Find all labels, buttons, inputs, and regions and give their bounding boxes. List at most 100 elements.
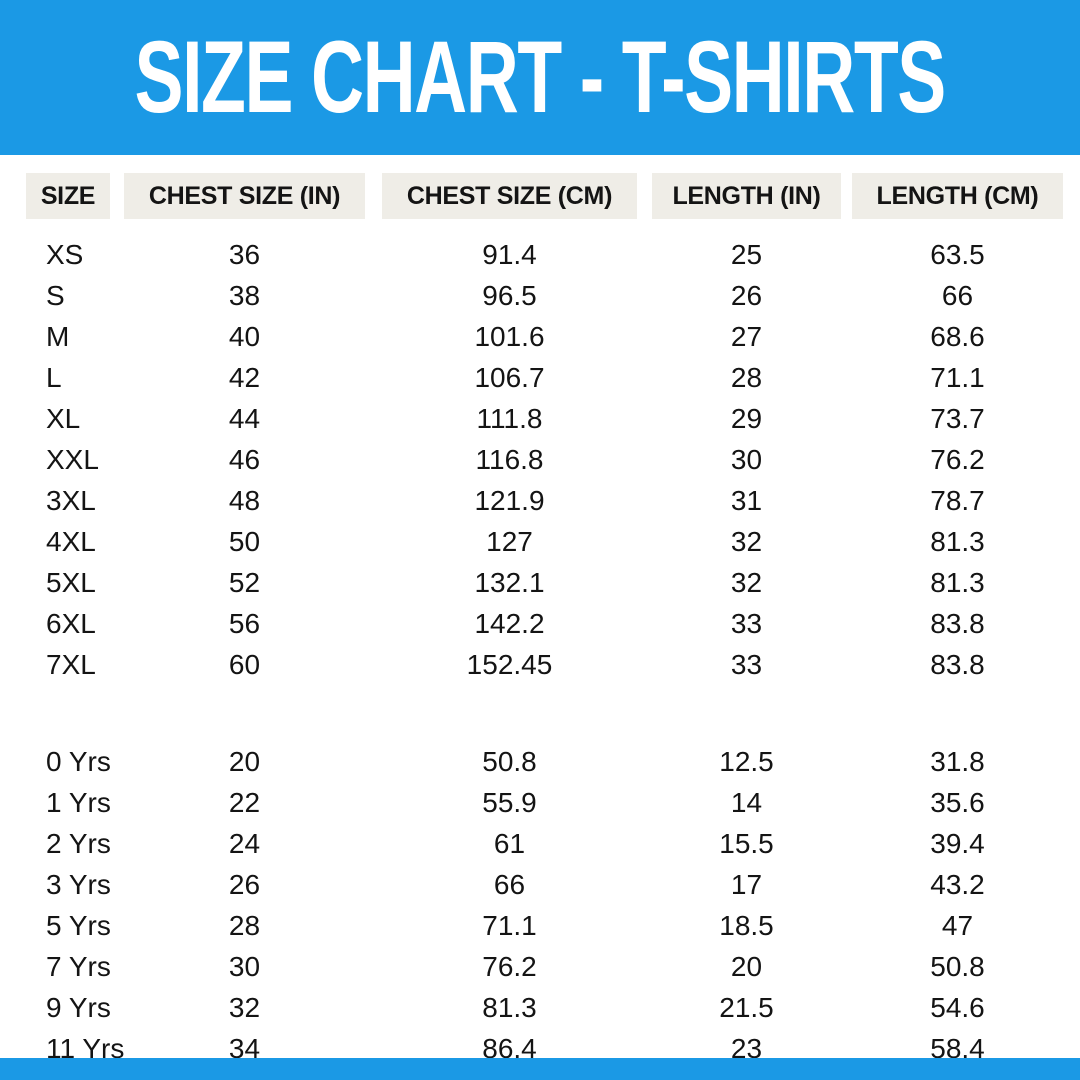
chest-size-cm-cell: 50.8	[482, 746, 537, 777]
length-cm-cell: 63.5	[930, 239, 985, 270]
kids-sizes-section: 0 Yrs 20 50.8 12.5 31.8 1 Yrs 22 55.9 14…	[26, 741, 1063, 1069]
table-row: XXL 46 116.8 30 76.2	[26, 439, 1063, 480]
length-cm-cell: 47	[941, 910, 974, 941]
chest-size-cm-cell: 152.45	[466, 649, 553, 680]
chest-size-cm-cell: 106.7	[474, 362, 545, 393]
length-cm-cell: 81.3	[930, 567, 985, 598]
length-cm-cell: 73.7	[930, 403, 985, 434]
table-row: 5 Yrs 28 71.1 18.5 47	[26, 905, 1063, 946]
length-in-cell: 12.5	[719, 746, 774, 777]
size-cell: 5XL	[46, 567, 96, 598]
length-cm-cell: 81.3	[930, 526, 985, 557]
length-cm-cell: 31.8	[930, 746, 985, 777]
chest-size-in-cell: 28	[228, 910, 261, 941]
length-in-cell: 18.5	[719, 910, 774, 941]
chest-size-in-cell: 40	[228, 321, 261, 352]
size-cell: 3XL	[46, 485, 96, 516]
chest-size-cm-cell: 91.4	[482, 239, 537, 270]
chest-size-in-cell: 50	[228, 526, 261, 557]
chest-size-cm-cell: 66	[493, 869, 526, 900]
length-cm-cell: 39.4	[930, 828, 985, 859]
length-in-cell: 26	[730, 280, 763, 311]
chest-size-cm-cell: 127	[486, 526, 533, 557]
length-in-cell: 29	[730, 403, 763, 434]
table-row: 9 Yrs 32 81.3 21.5 54.6	[26, 987, 1063, 1028]
table-row: 0 Yrs 20 50.8 12.5 31.8	[26, 741, 1063, 782]
table-row: 7 Yrs 30 76.2 20 50.8	[26, 946, 1063, 987]
chest-size-in-cell: 56	[228, 608, 261, 639]
size-cell: 9 Yrs	[46, 992, 111, 1023]
length-in-cell: 30	[730, 444, 763, 475]
table-row: 2 Yrs 24 61 15.5 39.4	[26, 823, 1063, 864]
size-cell: S	[46, 280, 65, 311]
length-in-cell: 21.5	[719, 992, 774, 1023]
size-cell: XL	[46, 403, 81, 434]
chest-size-in-cell: 20	[228, 746, 261, 777]
chest-size-cm-cell: 132.1	[474, 567, 545, 598]
chest-size-in-cell: 42	[228, 362, 261, 393]
size-cell: 2 Yrs	[46, 828, 111, 859]
length-in-cell: 32	[730, 567, 763, 598]
column-header-chest-in: CHEST SIZE (IN)	[124, 173, 365, 219]
table-row: XL 44 111.8 29 73.7	[26, 398, 1063, 439]
chest-size-in-cell: 46	[228, 444, 261, 475]
size-cell: L	[46, 362, 62, 393]
length-cm-cell: 35.6	[930, 787, 985, 818]
size-cell: 5 Yrs	[46, 910, 111, 941]
length-in-cell: 27	[730, 321, 763, 352]
size-cell: 7XL	[46, 649, 96, 680]
table-row: L 42 106.7 28 71.1	[26, 357, 1063, 398]
column-header-length-in: LENGTH (IN)	[652, 173, 841, 219]
chest-size-in-cell: 22	[228, 787, 261, 818]
chest-size-in-cell: 52	[228, 567, 261, 598]
section-divider	[26, 685, 1063, 726]
chest-size-cm-cell: 142.2	[474, 608, 545, 639]
size-cell: XXL	[46, 444, 99, 475]
length-cm-cell: 68.6	[930, 321, 985, 352]
chest-size-cm-cell: 116.8	[475, 444, 544, 475]
table-row: 5XL 52 132.1 32 81.3	[26, 562, 1063, 603]
table-row: 4XL 50 127 32 81.3	[26, 521, 1063, 562]
size-cell: 3 Yrs	[46, 869, 111, 900]
length-cm-cell: 76.2	[930, 444, 985, 475]
size-cell: 7 Yrs	[46, 951, 111, 982]
table-row: 1 Yrs 22 55.9 14 35.6	[26, 782, 1063, 823]
chest-size-cm-cell: 81.3	[482, 992, 537, 1023]
length-in-cell: 33	[730, 649, 763, 680]
length-cm-cell: 71.1	[930, 362, 985, 393]
length-in-cell: 28	[730, 362, 763, 393]
length-cm-cell: 43.2	[930, 869, 985, 900]
length-in-cell: 20	[730, 951, 763, 982]
column-header-size: SIZE	[26, 173, 110, 219]
length-in-cell: 25	[730, 239, 763, 270]
length-cm-cell: 83.8	[930, 649, 985, 680]
chest-size-cm-cell: 96.5	[482, 280, 537, 311]
length-cm-cell: 66	[941, 280, 974, 311]
size-cell: 6XL	[46, 608, 96, 639]
chest-size-cm-cell: 101.6	[474, 321, 545, 352]
length-cm-cell: 83.8	[930, 608, 985, 639]
chest-size-in-cell: 32	[228, 992, 261, 1023]
table-row: XS 36 91.4 25 63.5	[26, 234, 1063, 275]
chest-size-in-cell: 48	[228, 485, 261, 516]
size-cell: 0 Yrs	[46, 746, 111, 777]
chest-size-in-cell: 60	[228, 649, 261, 680]
table-row: 7XL 60 152.45 33 83.8	[26, 644, 1063, 685]
chest-size-cm-cell: 76.2	[482, 951, 537, 982]
adult-sizes-section: XS 36 91.4 25 63.5 S 38 96.5 26 66 M 40 …	[26, 234, 1063, 685]
length-cm-cell: 50.8	[930, 951, 985, 982]
length-cm-cell: 54.6	[930, 992, 985, 1023]
length-in-cell: 14	[730, 787, 763, 818]
chest-size-cm-cell: 71.1	[482, 910, 537, 941]
column-header-length-cm: LENGTH (CM)	[852, 173, 1063, 219]
chest-size-in-cell: 26	[228, 869, 261, 900]
chest-size-in-cell: 36	[228, 239, 261, 270]
table-row: S 38 96.5 26 66	[26, 275, 1063, 316]
chest-size-cm-cell: 121.9	[474, 485, 545, 516]
length-in-cell: 33	[730, 608, 763, 639]
table-row: 3 Yrs 26 66 17 43.2	[26, 864, 1063, 905]
chest-size-cm-cell: 61	[493, 828, 526, 859]
table-row: 6XL 56 142.2 33 83.8	[26, 603, 1063, 644]
length-in-cell: 15.5	[719, 828, 774, 859]
